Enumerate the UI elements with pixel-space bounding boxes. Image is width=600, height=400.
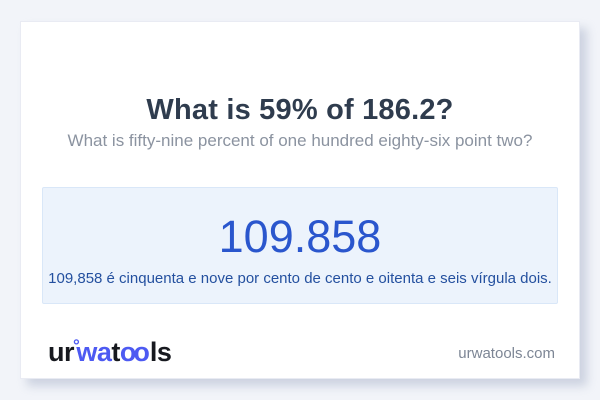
urwatools-logo[interactable]: ur°watoo ls: [48, 336, 172, 367]
question-long-form: What is fifty-nine percent of one hundre…: [67, 131, 533, 150]
logo-ring-icon: °: [73, 336, 80, 355]
logo-text-t: t: [111, 337, 120, 367]
page-title: What is 59% of 186.2?: [146, 94, 454, 127]
result-value: 109.858: [218, 211, 382, 263]
result-card: What is 59% of 186.2? What is fifty-nine…: [20, 21, 580, 379]
logo-glasses-icon: oo: [119, 337, 150, 367]
result-panel: 109.858 109,858 é cinquenta e nove por c…: [42, 187, 558, 304]
site-domain: urwatools.com: [458, 345, 555, 362]
logo-text-ls: ls: [149, 337, 172, 367]
logo-text-ur: ur: [48, 337, 75, 367]
result-sentence: 109,858 é cinquenta e nove por cento de …: [48, 269, 552, 287]
logo-text-wa: wa: [76, 337, 112, 367]
